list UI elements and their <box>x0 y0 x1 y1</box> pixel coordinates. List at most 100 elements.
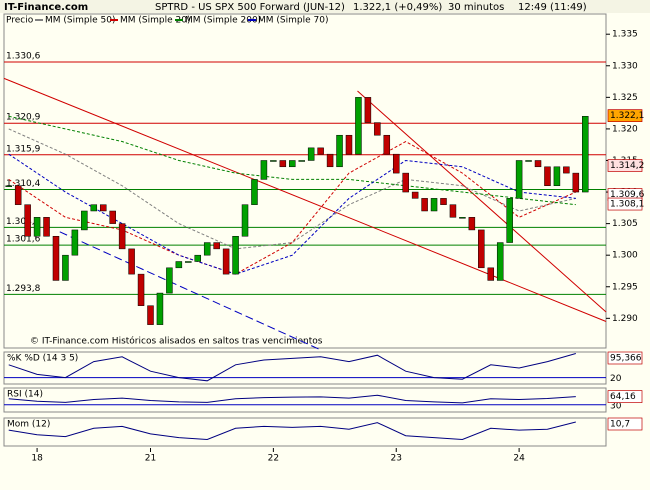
trendline <box>3 77 607 322</box>
candle <box>355 97 362 155</box>
level-label: 1.315,9 <box>6 144 41 154</box>
time: 12:49 (11:49) <box>518 2 587 13</box>
candle <box>582 116 589 193</box>
level-label: 1.301,6 <box>6 235 41 245</box>
candle <box>137 273 145 306</box>
candle <box>81 210 88 231</box>
candle <box>109 210 116 224</box>
candle <box>62 254 69 281</box>
candle <box>496 242 504 281</box>
candle <box>553 166 561 186</box>
candle <box>289 160 296 168</box>
indicator-value: 10,7 <box>610 420 630 430</box>
legend-label: MM (Simple 20) <box>120 16 190 26</box>
x-tick-label: 21 <box>145 454 156 464</box>
chart-title: SPTRD - US SPX 500 Forward (JUN-12) <box>155 2 345 13</box>
price-tag-box <box>607 197 643 211</box>
candle <box>534 160 542 168</box>
price-tag: 1.308,1 <box>610 200 644 210</box>
candle <box>515 160 523 199</box>
candle <box>222 248 230 275</box>
price-legend: Precio <box>6 16 34 26</box>
candle <box>43 217 50 237</box>
interval: 30 minutos <box>448 2 504 13</box>
indicator-title: RSI (14) <box>7 390 43 400</box>
candle <box>166 267 173 294</box>
candle <box>5 185 12 187</box>
moving-average <box>8 153 576 275</box>
indicator-panel <box>3 417 607 447</box>
candle <box>563 166 570 174</box>
candle <box>326 153 334 168</box>
candle <box>298 160 305 162</box>
candle <box>260 160 268 180</box>
candle <box>33 217 41 237</box>
x-tick-label: 24 <box>513 454 525 464</box>
candle <box>459 217 466 219</box>
legend-label: MM (Simple 200) <box>185 16 261 26</box>
x-tick-label: 22 <box>268 454 279 464</box>
quote: 1.322,1 (+0,49%) <box>353 2 442 13</box>
candle <box>402 172 409 193</box>
candle <box>307 147 315 161</box>
candle <box>24 204 31 237</box>
indicator-line <box>8 353 576 382</box>
indicator-level-label: 20 <box>610 374 622 384</box>
candle <box>392 153 400 174</box>
candle <box>251 179 258 205</box>
candle <box>203 242 211 256</box>
candle <box>185 261 192 263</box>
candle <box>90 204 98 212</box>
price-tag: 1.309,6 <box>610 190 645 200</box>
trendline <box>357 90 607 313</box>
price-tag: 1.314,2 <box>610 161 644 171</box>
candle <box>336 134 343 168</box>
level-label: 1.330,6 <box>6 51 41 61</box>
candle <box>317 147 324 155</box>
legend-label: MM (Simple 70) <box>258 16 328 26</box>
candle <box>270 160 277 162</box>
y-tick-label: 1.300 <box>612 251 638 261</box>
indicator-panel <box>3 351 607 385</box>
indicator-line <box>8 421 576 440</box>
moving-average <box>8 115 576 206</box>
indicator-line <box>8 394 576 404</box>
candle <box>411 191 419 199</box>
y-tick-label: 1.305 <box>612 219 638 229</box>
x-tick-label: 18 <box>31 454 43 464</box>
candle <box>421 198 428 212</box>
level-label: 1.304,4 <box>6 217 41 227</box>
candle <box>572 172 580 193</box>
candle <box>147 305 154 325</box>
candle <box>156 292 164 325</box>
indicator-panel <box>3 387 607 413</box>
candle <box>364 97 372 123</box>
price-tag-box <box>607 159 643 172</box>
y-tick-label: 1.290 <box>612 314 638 324</box>
main-panel <box>3 13 607 349</box>
candle <box>487 267 495 281</box>
price-tag-box <box>607 109 643 123</box>
candle <box>52 235 60 281</box>
candle <box>279 160 287 168</box>
candle <box>525 160 532 162</box>
candle <box>241 204 249 237</box>
indicator-title: %K %D (14 3 5) <box>7 354 78 364</box>
price-tag: 1.322,1 <box>610 111 644 121</box>
y-tick-label: 1.320 <box>612 124 638 134</box>
candle <box>14 185 22 205</box>
indicator-level-label: 30 <box>610 401 622 411</box>
candle <box>449 204 457 218</box>
candle <box>478 229 485 269</box>
indicator-value: 64,16 <box>610 392 636 402</box>
candle <box>232 235 239 275</box>
candle <box>71 229 79 256</box>
indicator-value: 95,366 <box>610 354 642 364</box>
y-tick-label: 1.335 <box>612 30 638 40</box>
moving-average <box>8 140 577 275</box>
candle <box>440 198 447 205</box>
candle <box>118 223 126 250</box>
candle <box>194 254 202 262</box>
